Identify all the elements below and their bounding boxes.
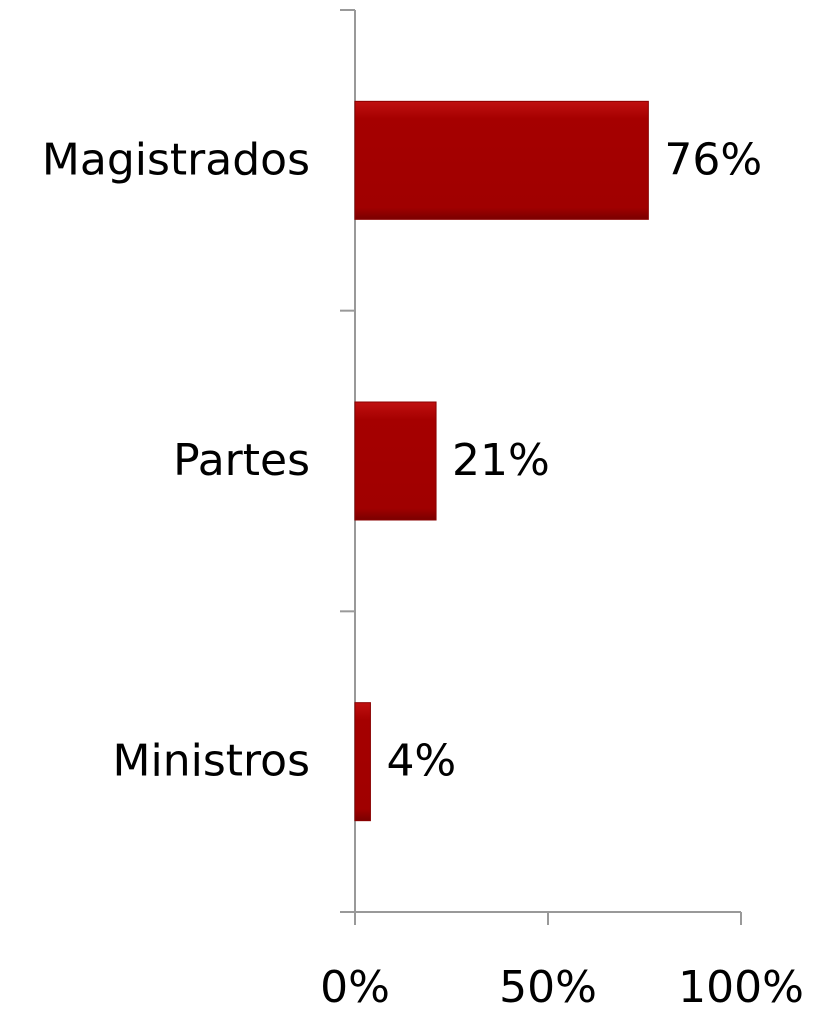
y-tick-label: Magistrados: [42, 134, 310, 185]
y-tick-label: Partes: [173, 435, 310, 486]
value-label: 21%: [452, 435, 550, 486]
value-label: 4%: [386, 736, 456, 787]
bar: [354, 401, 437, 521]
x-tick-label: 50%: [499, 962, 597, 1010]
bar: [354, 702, 371, 822]
bar: [354, 100, 649, 220]
value-label: 76%: [664, 134, 762, 185]
x-tick-label: 100%: [678, 962, 804, 1010]
y-tick-label: Ministros: [113, 736, 310, 787]
x-tick-label: 0%: [320, 962, 390, 1010]
